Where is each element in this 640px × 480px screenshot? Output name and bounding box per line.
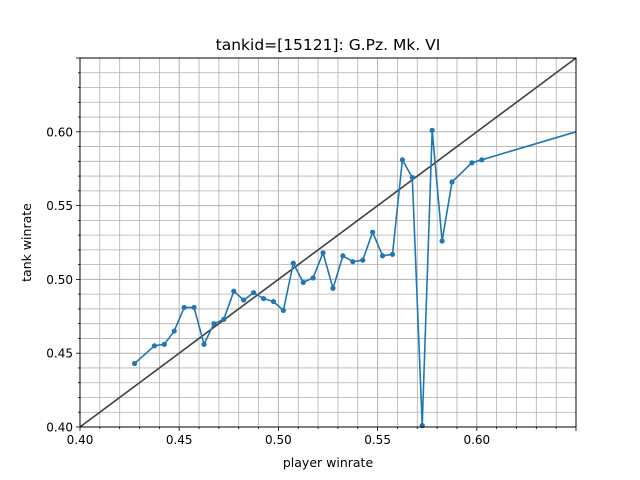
data-point xyxy=(131,360,138,367)
data-point xyxy=(399,157,405,163)
data-point xyxy=(151,343,157,349)
data-point xyxy=(409,174,415,181)
data-point xyxy=(290,260,296,266)
x-tick-label: 0.40 xyxy=(67,433,94,447)
series-line xyxy=(134,129,577,427)
data-point xyxy=(439,238,445,244)
data-point xyxy=(211,321,217,327)
data-point xyxy=(479,157,485,163)
data-point xyxy=(161,341,167,347)
reference-line xyxy=(79,57,577,428)
y-tick-label: 0.45 xyxy=(46,347,73,361)
chart-title: tankid=[15121]: G.Pz. Mk. VI xyxy=(216,36,441,54)
data-point xyxy=(181,304,187,311)
data-point xyxy=(360,257,366,263)
series-group xyxy=(131,127,577,429)
axis-ticks: 0.40 0.45 0.50 0.55 0.60 0.40 0.45 0.50 0.55 0.60 xyxy=(46,57,577,447)
data-point xyxy=(379,253,386,259)
x-tick-label: 0.55 xyxy=(364,433,391,447)
data-point xyxy=(260,295,267,302)
data-point xyxy=(370,229,376,235)
data-point xyxy=(171,328,177,334)
data-point xyxy=(270,298,277,305)
data-point xyxy=(469,160,475,166)
data-point xyxy=(310,275,316,281)
data-point xyxy=(350,259,356,265)
data-point xyxy=(449,179,455,185)
x-tick-label: 0.45 xyxy=(166,433,193,447)
data-point xyxy=(280,307,286,313)
x-tick-label: 0.60 xyxy=(463,433,490,447)
y-axis-label: tank winrate xyxy=(19,203,34,282)
data-point xyxy=(320,250,326,256)
y-tick-label: 0.60 xyxy=(46,125,73,139)
data-point xyxy=(201,341,207,347)
x-axis-label: player winrate xyxy=(283,455,374,470)
y-tick-label: 0.55 xyxy=(46,199,73,213)
x-tick-label: 0.50 xyxy=(265,433,292,447)
reference-line-group xyxy=(79,57,577,428)
data-point xyxy=(221,316,227,322)
data-point xyxy=(300,279,306,285)
data-point xyxy=(191,304,197,311)
data-point xyxy=(340,253,346,259)
y-tick-label: 0.50 xyxy=(46,273,73,287)
data-point xyxy=(389,251,396,257)
data-point xyxy=(429,127,435,133)
y-tick-label: 0.40 xyxy=(46,421,73,435)
data-point xyxy=(231,288,237,294)
data-point xyxy=(330,285,336,291)
data-point xyxy=(251,290,257,296)
data-point xyxy=(241,297,247,303)
plot-frame xyxy=(79,57,577,428)
